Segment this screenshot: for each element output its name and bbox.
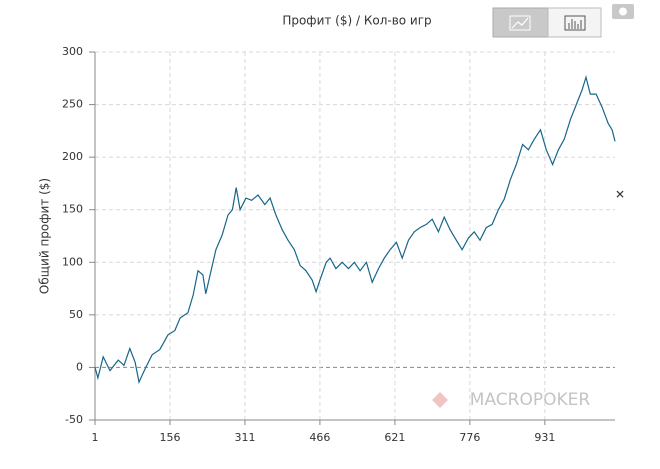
line-view-button[interactable]	[492, 7, 549, 38]
x-tick-label: 931	[534, 431, 555, 444]
y-tick-label: 250	[62, 98, 83, 111]
x-tick-label: 311	[234, 431, 255, 444]
x-tick-label: 621	[384, 431, 405, 444]
watermark-logo	[432, 392, 448, 408]
x-tick-label: 1	[92, 431, 99, 444]
y-tick-label: 50	[69, 308, 83, 321]
y-tick-label: 150	[62, 203, 83, 216]
watermark: MACROPOKER	[470, 390, 591, 410]
y-axis-label: Общий профит ($)	[38, 178, 52, 294]
bar-icon	[568, 19, 582, 29]
chart-title: Профит ($) / Кол-во игр	[282, 14, 431, 28]
y-tick-label: 0	[76, 360, 83, 373]
y-tick-label: 200	[62, 150, 83, 163]
x-tick-label: 156	[159, 431, 180, 444]
line-icon	[511, 17, 529, 29]
x-tick-label: 776	[459, 431, 480, 444]
camera-lens	[619, 7, 627, 16]
x-tick-label: 466	[309, 431, 330, 444]
bar-icon-frame	[564, 15, 586, 31]
line-icon-frame	[509, 15, 531, 31]
profit-line	[94, 74, 616, 385]
y-tick-label: -50	[65, 413, 83, 426]
close-button[interactable]: ✕	[615, 188, 625, 202]
y-tick-label: 300	[62, 45, 83, 58]
y-tick-label: 100	[62, 255, 83, 268]
